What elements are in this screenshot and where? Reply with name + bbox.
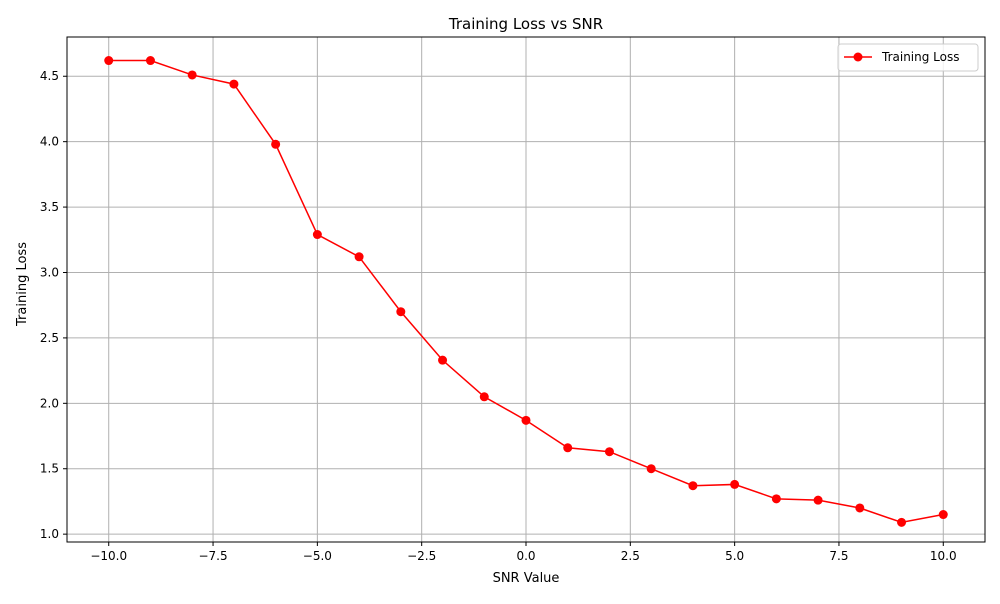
data-point	[187, 70, 197, 80]
x-tick-label: 2.5	[621, 549, 640, 563]
data-point	[354, 252, 364, 262]
data-point	[938, 510, 948, 520]
x-tick-label: −2.5	[407, 549, 436, 563]
data-point	[897, 517, 907, 527]
y-tick-label: 2.5	[40, 331, 59, 345]
data-point	[479, 392, 489, 402]
chart-title: Training Loss vs SNR	[448, 15, 603, 33]
data-point	[646, 464, 656, 474]
x-tick-label: −7.5	[198, 549, 227, 563]
y-tick-label: 1.0	[40, 527, 59, 541]
legend-label: Training Loss	[881, 50, 959, 64]
y-tick-label: 1.5	[40, 462, 59, 476]
data-point	[229, 79, 239, 89]
x-tick-label: −10.0	[90, 549, 127, 563]
data-point	[438, 355, 448, 365]
data-point	[604, 447, 614, 457]
data-point	[396, 307, 406, 317]
y-tick-label: 2.0	[40, 396, 59, 410]
x-axis-label: SNR Value	[493, 571, 560, 586]
data-point	[730, 479, 740, 489]
x-tick-label: 7.5	[829, 549, 848, 563]
data-point	[813, 495, 823, 505]
data-point	[104, 56, 114, 66]
x-axis: −10.0 −7.5 −5.0 −2.5 0.0 2.5 5.0 7.5 10.0	[90, 542, 957, 563]
data-point	[521, 415, 531, 425]
y-axis-label: Training Loss	[15, 242, 30, 327]
data-point	[145, 56, 155, 66]
data-point	[312, 230, 322, 240]
y-axis: 1.0 1.5 2.0 2.5 3.0 3.5 4.0 4.5	[40, 69, 67, 541]
legend: Training Loss	[837, 43, 979, 72]
y-tick-label: 4.5	[40, 69, 59, 83]
data-point	[771, 494, 781, 504]
legend-box	[837, 43, 979, 72]
data-point	[855, 503, 865, 513]
x-tick-label: −5.0	[303, 549, 332, 563]
x-tick-label: 10.0	[930, 549, 957, 563]
series-layer	[104, 56, 948, 527]
y-tick-label: 3.0	[40, 265, 59, 279]
y-tick-label: 4.0	[40, 135, 59, 149]
grid	[67, 37, 985, 542]
legend-marker-swatch	[853, 52, 863, 62]
data-point	[563, 443, 573, 453]
x-tick-label: 0.0	[516, 549, 535, 563]
y-tick-label: 3.5	[40, 200, 59, 214]
x-tick-label: 5.0	[725, 549, 744, 563]
data-point	[271, 139, 281, 149]
data-point	[688, 481, 698, 491]
